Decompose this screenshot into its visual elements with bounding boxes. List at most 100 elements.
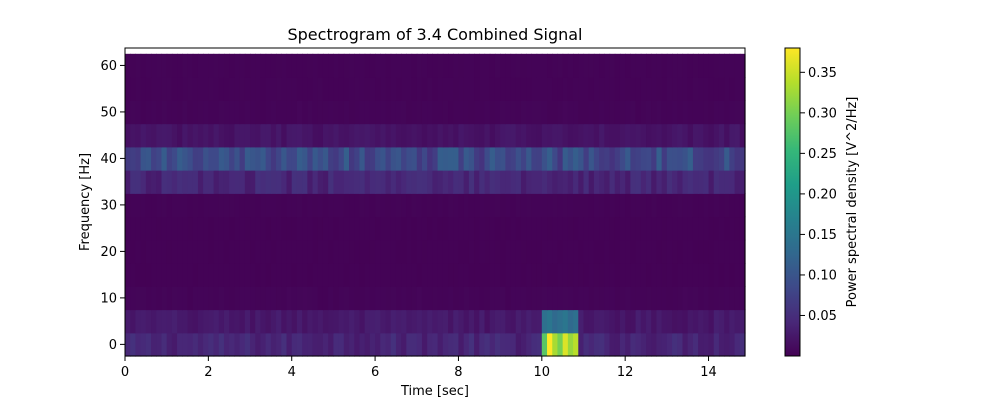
heatmap-cell [484,146,491,171]
heatmap-cell [171,309,178,334]
heatmap-cell [244,100,251,125]
heatmap-cell [255,53,262,78]
heatmap-cell [531,100,538,125]
heatmap-cell [156,216,163,241]
heatmap-cell [692,53,699,78]
heatmap-cell [229,309,236,334]
heatmap-cell [177,100,183,125]
heatmap-cell [151,53,157,78]
heatmap-cell [296,332,303,357]
heatmap-cell [192,100,199,125]
heatmap-cell [692,77,699,101]
heatmap-cell [364,53,371,78]
heatmap-cell [213,53,220,78]
heatmap-cell [401,216,407,241]
heatmap-cell [567,100,574,125]
heatmap-cell [401,286,407,311]
heatmap-cell [625,216,631,241]
heatmap-cell [593,239,600,264]
heatmap-cell [573,309,579,334]
heatmap-cell [286,146,293,171]
heatmap-cell [448,100,454,125]
heatmap-cell [698,123,704,148]
heatmap-cell [229,216,236,241]
heatmap-cell [421,123,428,148]
heatmap-cell [463,77,470,101]
heatmap-cell [385,100,392,125]
heatmap-cell [317,263,324,287]
heatmap-cell [229,123,236,148]
heatmap-cell [218,77,225,101]
heatmap-cell [255,286,262,311]
heatmap-cell [130,263,137,287]
heatmap-cell [635,332,642,357]
heatmap-cell [390,239,397,264]
heatmap-cell [739,123,746,148]
heatmap-cell [625,332,631,357]
heatmap-cell [260,216,267,241]
heatmap-cell [223,239,230,264]
heatmap-cell [338,332,345,357]
heatmap-cell [276,216,282,241]
heatmap-cell [526,193,532,218]
heatmap-cell [734,170,741,194]
heatmap-cell [557,146,564,171]
heatmap-cell [588,77,595,101]
heatmap-cell [468,123,475,148]
heatmap-cell [255,146,262,171]
heatmap-cell [489,332,496,357]
heatmap-cell [588,193,595,218]
heatmap-cell [312,53,319,78]
heatmap-cell [343,193,350,218]
heatmap-cell [468,216,475,241]
heatmap-cell [599,170,605,194]
heatmap-cell [354,77,361,101]
heatmap-cell [552,332,559,357]
heatmap-cell [625,100,631,125]
heatmap-cell [125,239,131,264]
heatmap-cell [651,53,658,78]
heatmap-cell [328,286,334,311]
heatmap-cell [312,100,319,125]
heatmap-cell [547,216,553,241]
heatmap-cell [156,332,163,357]
heatmap-cell [369,53,376,78]
heatmap-cell [208,77,215,101]
heatmap-cell [421,216,428,241]
heatmap-cell [494,216,501,241]
heatmap-cell [218,332,225,357]
heatmap-cell [687,53,694,78]
heatmap-cell [468,286,475,311]
heatmap-cell [395,309,402,334]
heatmap-cell [364,77,371,101]
heatmap-cell [421,263,428,287]
heatmap-cell [468,263,475,287]
heatmap-cell [458,146,465,171]
heatmap-cell [526,123,532,148]
heatmap-cell [296,193,303,218]
heatmap-cell [713,286,720,311]
heatmap-cell [343,332,350,357]
heatmap-cell [286,77,293,101]
heatmap-cell [333,77,340,101]
heatmap-cell [729,332,736,357]
heatmap-cell [369,263,376,287]
heatmap-cell [739,77,746,101]
heatmap-cell [406,170,413,194]
heatmap-cell [682,286,689,311]
heatmap-cell [395,216,402,241]
heatmap-cell [364,123,371,148]
heatmap-cell [250,100,256,125]
heatmap-cell [239,286,246,311]
heatmap-cell [265,309,272,334]
heatmap-cell [682,123,689,148]
heatmap-cell [526,170,532,194]
heatmap-cell [281,146,288,171]
heatmap-cell [526,146,532,171]
heatmap-cell [177,170,183,194]
heatmap-cell [276,193,282,218]
heatmap-cell [276,239,282,264]
heatmap-cell [442,286,449,311]
heatmap-cell [604,286,611,311]
heatmap-cell [458,123,465,148]
